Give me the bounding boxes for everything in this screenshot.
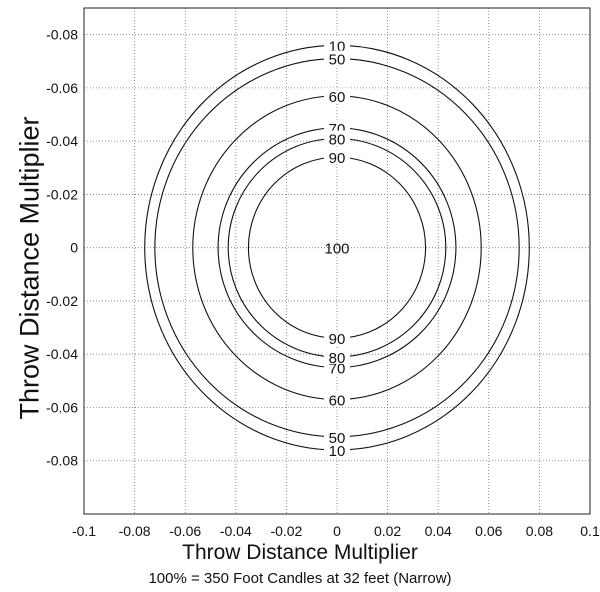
contour-label-70-bottom: 70	[329, 361, 346, 378]
x-tick-label: -0.08	[119, 523, 151, 539]
y-tick-label: -0.08	[46, 453, 78, 469]
contour-label-90-bottom: 90	[329, 331, 346, 348]
contour-label-50-top: 50	[329, 52, 346, 69]
y-tick-label: -0.06	[46, 399, 78, 415]
contour-label-bg	[324, 37, 350, 53]
x-tick-label: -0.1	[72, 523, 96, 539]
contour-label-bg	[324, 391, 350, 407]
contour-label-90-top: 90	[329, 150, 346, 167]
contour-label-bg	[324, 428, 350, 444]
contour-label-bg	[324, 50, 350, 66]
plot-area-border	[83, 7, 591, 515]
x-axis-label: Throw Distance Multiplier	[182, 541, 418, 564]
x-tick-label: 0.08	[526, 523, 553, 539]
x-tick-label: 0.06	[475, 523, 502, 539]
x-tick-label: -0.04	[220, 523, 252, 539]
contour-label-80-bottom: 80	[329, 350, 346, 367]
y-tick-label: -0.02	[46, 293, 78, 309]
x-tick-label: -0.02	[270, 523, 302, 539]
contour-label-50-bottom: 50	[329, 430, 346, 447]
x-tick-labels: -0.1 -0.08 -0.06 -0.04 -0.02 0 0.02 0.04 0.06 0.0…	[72, 523, 600, 539]
x-tick-label: -0.06	[169, 523, 201, 539]
contour-label-bg	[324, 149, 350, 165]
contour-label-bg	[324, 330, 350, 346]
x-tick-label: 0.1	[580, 523, 600, 539]
contour-label-bg	[324, 348, 350, 364]
y-tick-label: -0.02	[46, 186, 78, 202]
contour-label-10-bottom: 10	[329, 443, 346, 460]
contour-label-bg	[324, 130, 350, 146]
y-tick-label: -0.04	[46, 133, 78, 149]
y-tick-label: 0	[70, 240, 78, 256]
x-tick-label: 0.02	[374, 523, 401, 539]
contour-label-60-bottom: 60	[329, 392, 346, 409]
y-axis-label: Throw Distance Multiplier	[14, 116, 45, 420]
contour-label-bg	[324, 442, 350, 458]
y-tick-labels: -0.08 -0.06 -0.04 -0.02 0 -0.02 -0.04 -0.06 -0.0…	[46, 27, 78, 469]
chart-note: 100% = 350 Foot Candles at 32 feet (Narr…	[148, 570, 452, 587]
y-tick-label: -0.04	[46, 346, 78, 362]
center-label: 100	[324, 241, 349, 258]
contour-label-bg	[324, 87, 350, 103]
x-tick-label: 0.04	[425, 523, 452, 539]
contour-label-80-top: 80	[329, 131, 346, 148]
contour-label-60-top: 60	[329, 89, 346, 106]
y-tick-label: -0.08	[46, 27, 78, 43]
y-tick-label: -0.06	[46, 80, 78, 96]
x-tick-label: 0	[333, 523, 341, 539]
